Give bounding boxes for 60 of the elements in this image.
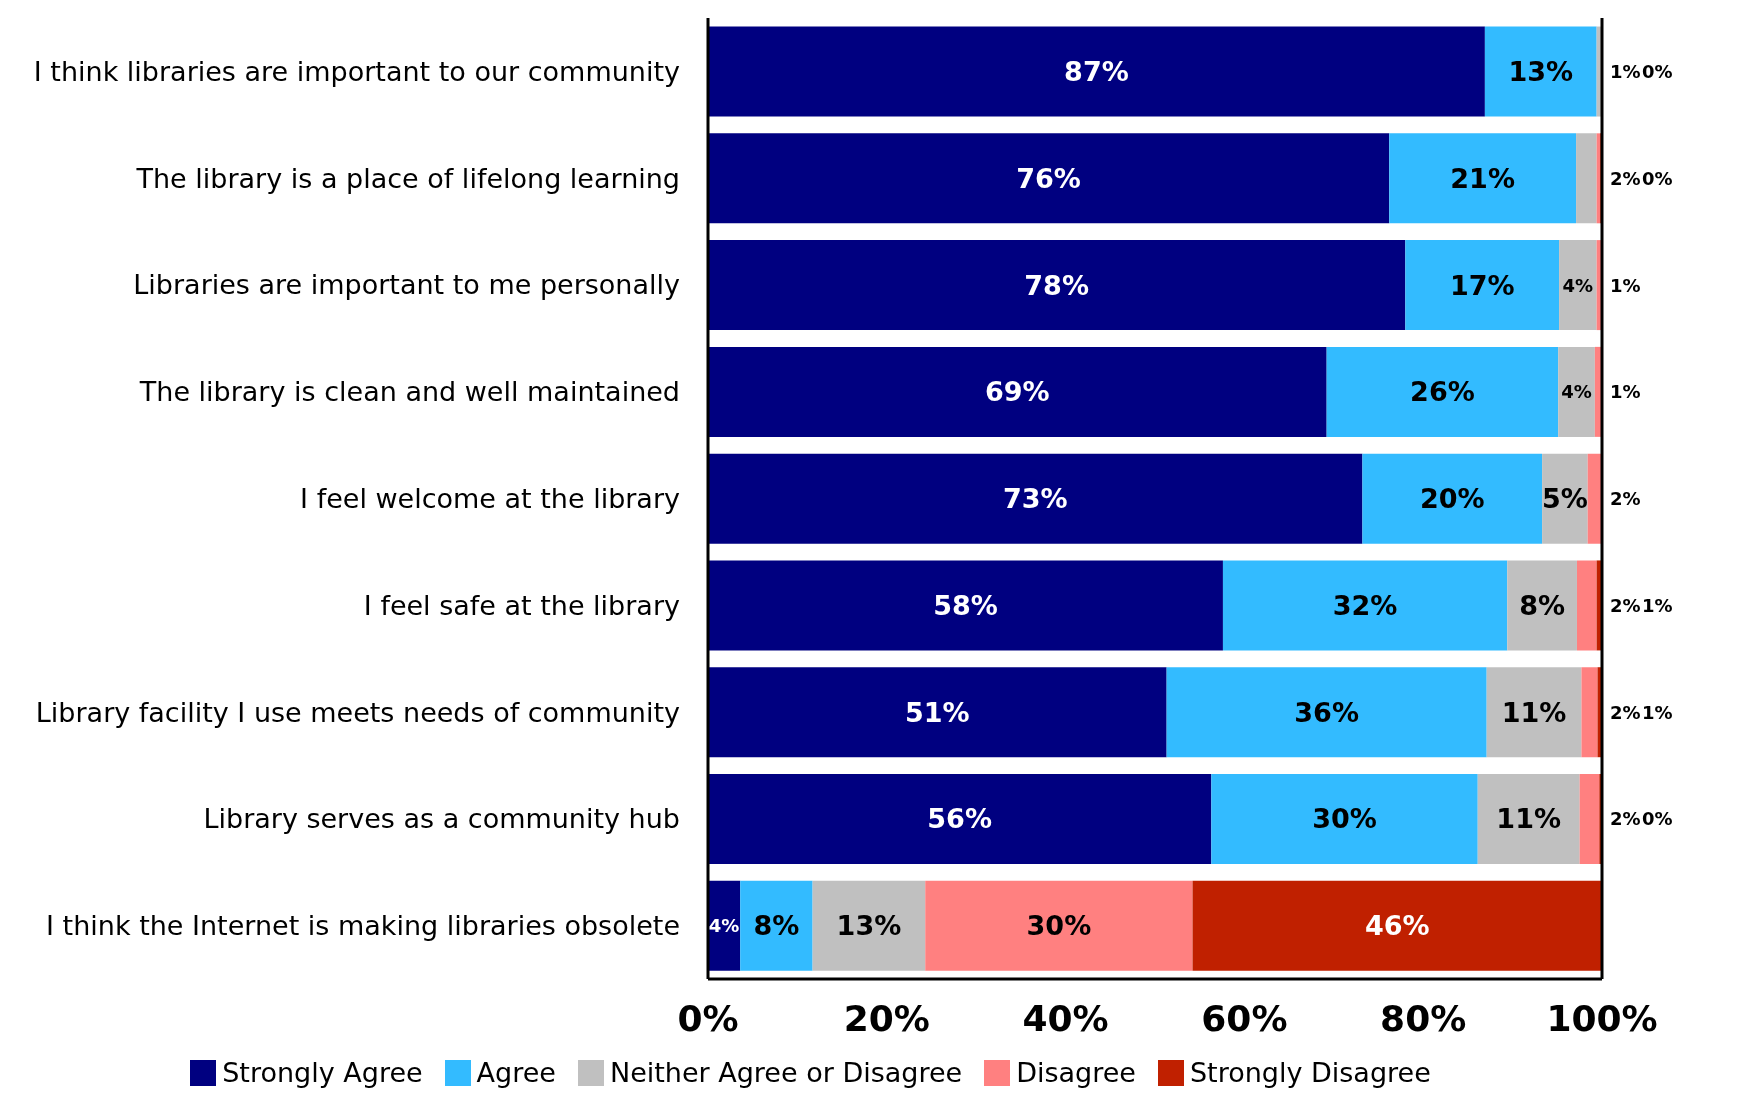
y-tick-label: The library is a place of lifelong learning xyxy=(135,162,680,194)
data-label: 8% xyxy=(1519,589,1566,621)
data-label: 17% xyxy=(1449,269,1515,301)
x-tick-label: 60% xyxy=(1201,997,1288,1039)
data-label: 51% xyxy=(904,696,970,728)
data-label: 11% xyxy=(1496,803,1562,835)
y-tick-label: Libraries are important to me personally xyxy=(133,269,681,301)
y-tick-label: I feel welcome at the library xyxy=(300,483,681,514)
y-tick-label: The library is clean and well maintained xyxy=(138,376,680,408)
x-tick-label: 40% xyxy=(1022,997,1109,1039)
legend-label: Agree xyxy=(475,1057,556,1088)
data-label: 4% xyxy=(708,915,740,937)
x-tick-label: 80% xyxy=(1380,997,1467,1039)
data-label: 2% xyxy=(1610,701,1641,723)
data-label: 1% xyxy=(1610,274,1641,296)
data-label: 0% xyxy=(1642,167,1673,189)
data-label: 36% xyxy=(1294,696,1359,728)
y-tick-label: Library serves as a community hub xyxy=(203,803,680,835)
data-label: 78% xyxy=(1024,269,1089,301)
data-label: 69% xyxy=(985,376,1050,408)
data-label: 0% xyxy=(1642,61,1673,83)
data-label: 76% xyxy=(1016,162,1081,194)
data-label: 30% xyxy=(1312,803,1377,835)
data-label: 4% xyxy=(1561,381,1592,403)
data-label: 20% xyxy=(1419,483,1485,515)
legend-label: Strongly Agree xyxy=(221,1057,423,1088)
data-label: 4% xyxy=(1562,274,1594,296)
data-label: 1% xyxy=(1642,594,1673,616)
data-label: 46% xyxy=(1364,910,1430,942)
x-tick-label: 0% xyxy=(677,997,739,1039)
x-tick-label: 100% xyxy=(1546,997,1658,1039)
y-tick-label: Library facility I use meets needs of community xyxy=(35,696,681,728)
data-label: 13% xyxy=(1508,56,1574,88)
data-label: 87% xyxy=(1064,56,1129,88)
data-label: 2% xyxy=(1610,488,1641,510)
legend-label: Strongly Disagree xyxy=(1188,1057,1431,1088)
data-label: 0% xyxy=(1642,808,1673,830)
data-label: 32% xyxy=(1332,589,1398,621)
data-label: 2% xyxy=(1610,594,1641,616)
legend-label: Disagree xyxy=(1015,1057,1136,1088)
data-label: 30% xyxy=(1026,910,1092,942)
data-label: 1% xyxy=(1642,701,1673,723)
data-label: 21% xyxy=(1450,162,1515,194)
x-tick-label: 20% xyxy=(843,997,930,1039)
y-tick-label: I think libraries are important to our community xyxy=(33,55,681,87)
data-label: 13% xyxy=(836,910,902,942)
data-label: 1% xyxy=(1610,381,1641,403)
data-label: 8% xyxy=(753,910,800,942)
y-tick-label: I think the Internet is making libraries obsolete xyxy=(46,910,680,942)
data-label: 26% xyxy=(1410,376,1475,408)
data-label: 1% xyxy=(1610,61,1641,83)
data-label: 5% xyxy=(1541,483,1588,515)
data-label: 56% xyxy=(927,803,992,835)
data-label: 11% xyxy=(1501,696,1567,728)
legend-label: Neither Agree or Disagree xyxy=(608,1057,963,1088)
data-label: 73% xyxy=(1002,483,1068,515)
data-label: 58% xyxy=(933,589,998,621)
data-label: 2% xyxy=(1610,167,1641,189)
y-tick-label: I feel safe at the library xyxy=(363,589,681,621)
data-label: 2% xyxy=(1610,808,1641,830)
